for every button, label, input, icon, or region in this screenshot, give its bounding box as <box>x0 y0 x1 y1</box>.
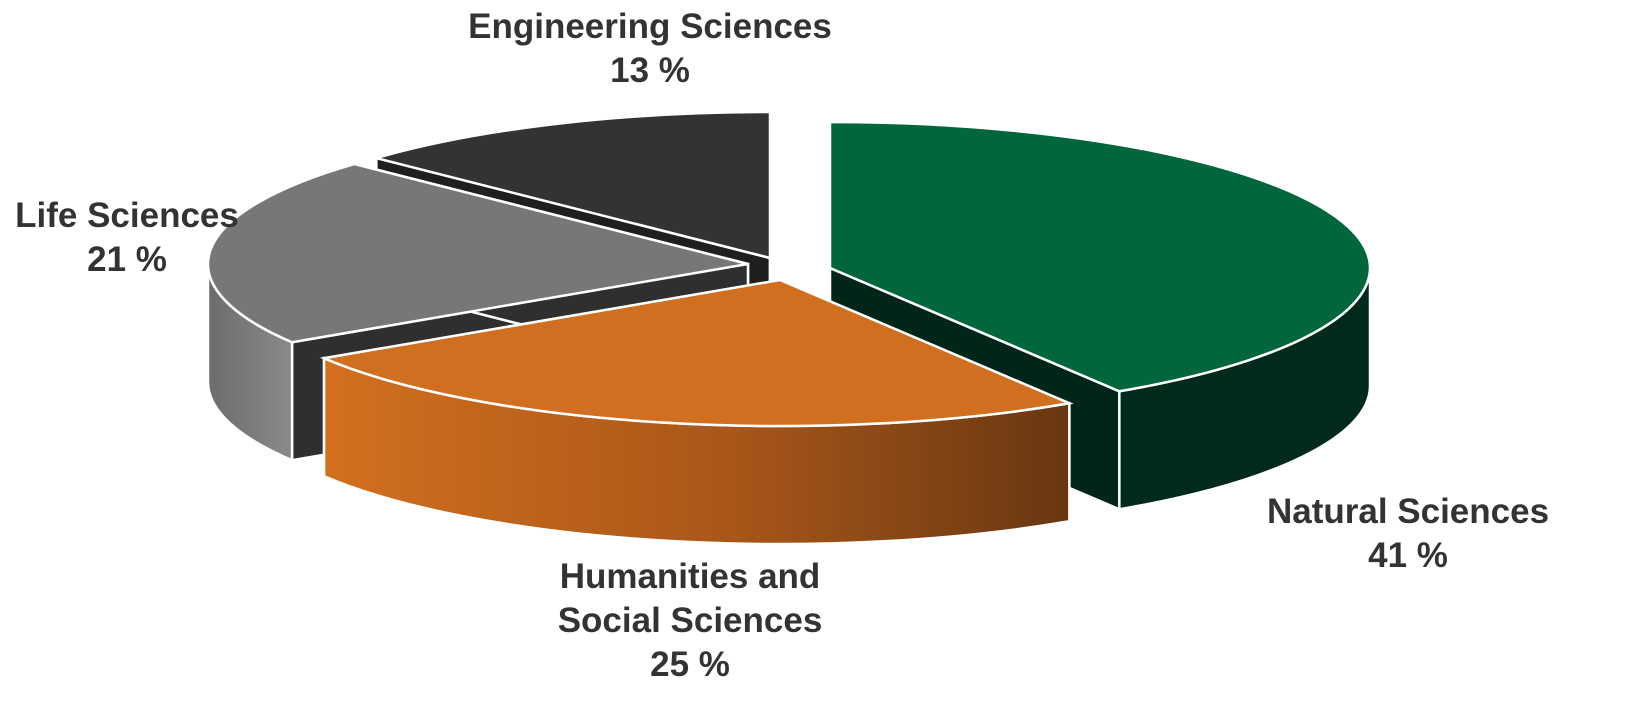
pie-slice-humanities-and-social-sciences <box>319 278 1074 546</box>
label-layer: Natural Sciences 41 % Humanities and Social… <box>15 7 1549 684</box>
slice-name-label: Social Sciences <box>558 601 823 640</box>
slice-label-natural-sciences: Natural Sciences 41 % <box>1267 492 1549 575</box>
slice-front-layer <box>319 120 1372 546</box>
slice-top <box>319 278 1074 428</box>
slice-value-label: 41 % <box>1368 536 1448 575</box>
slice-name-label: Natural Sciences <box>1267 492 1549 531</box>
slice-label-engineering-sciences: Engineering Sciences 13 % <box>468 7 832 90</box>
slice-label-humanities-and-social-sciences: Humanities and Social Sciences 25 % <box>558 557 823 684</box>
slice-top <box>206 162 749 344</box>
slice-name-label: Engineering Sciences <box>468 7 832 46</box>
slice-value-label: 13 % <box>610 51 690 90</box>
slice-name-label: Humanities and <box>560 557 821 596</box>
slice-top <box>371 110 772 260</box>
slice-top <box>828 120 1372 393</box>
slice-value-label: 25 % <box>650 645 730 684</box>
slice-name-label: Life Sciences <box>15 196 239 235</box>
slice-label-life-sciences: Life Sciences 21 % <box>15 196 239 279</box>
slice-value-label: 21 % <box>87 240 167 279</box>
